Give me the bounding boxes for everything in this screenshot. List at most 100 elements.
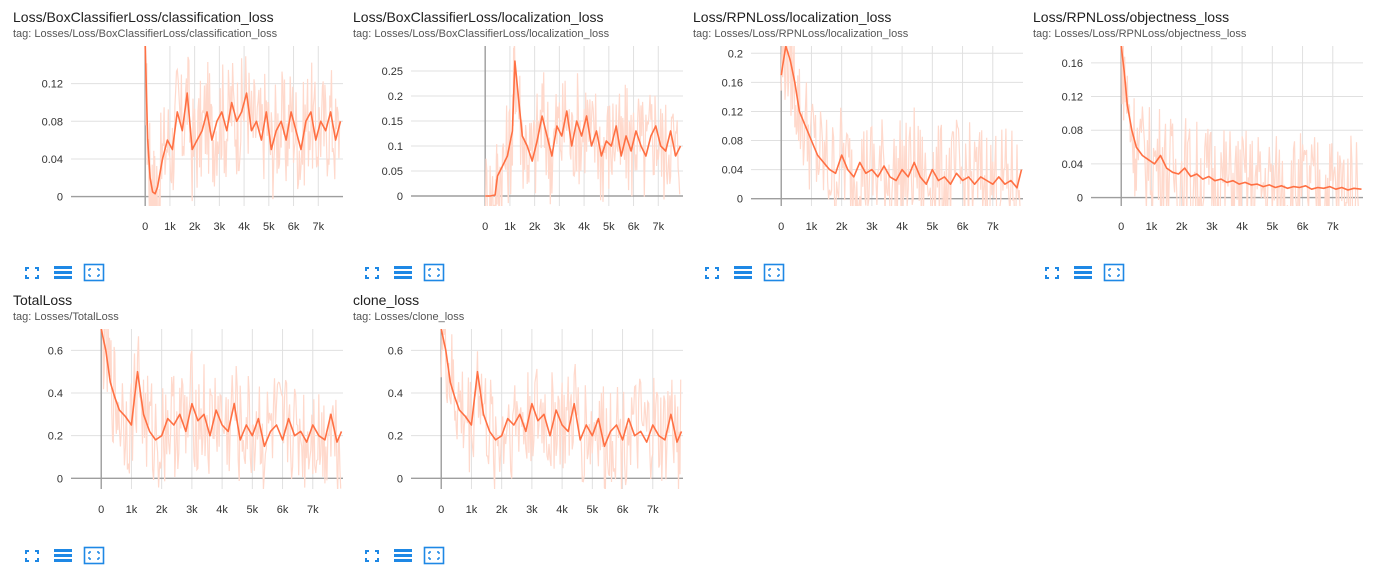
- y-tick-label: 0.04: [1062, 159, 1083, 171]
- y-tick-label: 0: [397, 473, 403, 485]
- x-tick-label: 5k: [587, 504, 599, 516]
- y-tick-label: 0.2: [48, 431, 63, 443]
- y-tick-label: 0.12: [1062, 92, 1083, 104]
- x-tick-label: 2k: [496, 504, 508, 516]
- fit-domain-icon[interactable]: [423, 546, 445, 566]
- y-tick-label: 0.6: [388, 345, 403, 357]
- fullscreen-icon[interactable]: [361, 263, 383, 283]
- chart-plot[interactable]: 0 0.05 0.1 0.15 0.2 0.25 0 1k 2k 3k 4k 5k 6k 7k: [353, 42, 688, 257]
- data-list-icon[interactable]: [52, 263, 74, 283]
- y-tick-label: 0.16: [722, 77, 743, 89]
- fit-domain-icon[interactable]: [423, 263, 445, 283]
- series-line: [780, 46, 1023, 189]
- x-tick-label: 1k: [504, 221, 516, 233]
- x-tick-label: 4k: [1236, 221, 1248, 233]
- x-tick-label: 2k: [189, 221, 201, 233]
- x-tick-label: 2k: [529, 221, 541, 233]
- fit-domain-icon[interactable]: [83, 546, 105, 566]
- x-tick-label: 4k: [556, 504, 568, 516]
- plot-area: [484, 46, 682, 206]
- chart-title: clone_loss: [353, 292, 420, 308]
- x-tick-label: 7k: [652, 221, 664, 233]
- raw-series-line: [145, 46, 341, 206]
- x-tick-label: 6k: [1297, 221, 1309, 233]
- fit-domain-icon[interactable]: [83, 263, 105, 283]
- x-tick-label: 1k: [806, 221, 818, 233]
- data-list-icon[interactable]: [1072, 263, 1094, 283]
- y-tick-label: 0.16: [1062, 58, 1083, 70]
- x-tick-label: 1k: [1146, 221, 1158, 233]
- chart-tag: tag: Losses/Loss/BoxClassifierLoss/class…: [13, 28, 278, 40]
- fullscreen-icon[interactable]: [701, 263, 723, 283]
- chart-card: clone_loss tag: Losses/clone_loss 0 0.2 0.…: [353, 291, 688, 569]
- x-tick-label: 4k: [216, 504, 228, 516]
- y-tick-label: 0.1: [388, 141, 403, 153]
- x-tick-label: 0: [142, 221, 148, 233]
- y-tick-label: 0.08: [1062, 125, 1083, 137]
- chart-plot[interactable]: 0 0.04 0.08 0.12 0 1k 2k 3k 4k 5k 6k 7k: [13, 42, 348, 257]
- x-tick-label: 4k: [896, 221, 908, 233]
- fullscreen-icon[interactable]: [361, 546, 383, 566]
- data-list-icon[interactable]: [392, 263, 414, 283]
- y-tick-label: 0: [397, 191, 403, 203]
- y-tick-label: 0.05: [382, 166, 403, 178]
- chart-plot[interactable]: 0 0.2 0.4 0.6 0 1k 2k 3k 4k 5k 6k 7k: [353, 325, 688, 540]
- x-tick-label: 0: [482, 221, 488, 233]
- fullscreen-icon[interactable]: [21, 263, 43, 283]
- y-tick-label: 0: [57, 473, 63, 485]
- y-tick-label: 0.25: [382, 66, 403, 78]
- series-line: [440, 329, 683, 448]
- fullscreen-icon[interactable]: [1041, 263, 1063, 283]
- data-list-icon[interactable]: [52, 546, 74, 566]
- chart-title: TotalLoss: [13, 292, 73, 308]
- y-tick-label: 0.08: [722, 136, 743, 148]
- x-tick-label: 6k: [957, 221, 969, 233]
- chart-tag: tag: Losses/Loss/BoxClassifierLoss/local…: [353, 28, 610, 40]
- x-tick-label: 4k: [238, 221, 250, 233]
- chart-title: Loss/RPNLoss/objectness_loss: [1033, 9, 1230, 25]
- x-tick-label: 0: [98, 504, 104, 516]
- x-tick-label: 6k: [277, 504, 289, 516]
- chart-plot[interactable]: 0 0.2 0.4 0.6 0 1k 2k 3k 4k 5k 6k 7k: [13, 325, 348, 540]
- y-tick-label: 0.2: [388, 91, 403, 103]
- x-tick-label: 0: [778, 221, 784, 233]
- data-list-icon[interactable]: [392, 546, 414, 566]
- y-tick-label: 0.4: [388, 388, 403, 400]
- fit-domain-icon[interactable]: [763, 263, 785, 283]
- y-tick-label: 0: [1077, 193, 1083, 205]
- raw-series-line: [440, 329, 682, 489]
- x-tick-label: 7k: [1327, 221, 1339, 233]
- plot-area: [1120, 46, 1362, 206]
- chart-title: Loss/RPNLoss/localization_loss: [693, 9, 892, 25]
- x-tick-label: 7k: [312, 221, 324, 233]
- x-tick-label: 2k: [156, 504, 168, 516]
- data-list-icon[interactable]: [732, 263, 754, 283]
- chart-tag: tag: Losses/Loss/RPNLoss/objectness_loss: [1033, 28, 1247, 40]
- chart-plot[interactable]: 0 0.04 0.08 0.12 0.16 0.2 0 1k 2k 3k 4k 5k 6k 7k: [693, 42, 1028, 257]
- fullscreen-icon[interactable]: [21, 546, 43, 566]
- y-tick-label: 0.04: [722, 165, 743, 177]
- chart-tag: tag: Losses/TotalLoss: [13, 311, 119, 323]
- x-tick-label: 5k: [247, 504, 259, 516]
- y-tick-label: 0.12: [42, 79, 63, 91]
- x-tick-label: 5k: [1267, 221, 1279, 233]
- chart-card: TotalLoss tag: Losses/TotalLoss 0 0.2 0.4 0…: [13, 291, 348, 569]
- x-tick-label: 3k: [214, 221, 226, 233]
- chart-card: Loss/BoxClassifierLoss/localization_loss…: [353, 8, 688, 286]
- series-line: [144, 46, 342, 195]
- chart-plot[interactable]: 0 0.04 0.08 0.12 0.16 0 1k 2k 3k 4k 5k 6k 7k: [1033, 42, 1368, 257]
- y-tick-label: 0.12: [722, 106, 743, 118]
- chart-title: Loss/BoxClassifierLoss/localization_loss: [353, 9, 604, 25]
- plot-area: [780, 46, 1023, 206]
- x-tick-label: 1k: [126, 504, 138, 516]
- y-tick-label: 0.6: [48, 345, 63, 357]
- x-tick-label: 6k: [288, 221, 300, 233]
- x-tick-label: 3k: [526, 504, 538, 516]
- x-tick-label: 6k: [617, 504, 629, 516]
- y-tick-label: 0: [57, 192, 63, 204]
- chart-tag: tag: Losses/Loss/RPNLoss/localization_lo…: [693, 28, 909, 40]
- fit-domain-icon[interactable]: [1103, 263, 1125, 283]
- x-tick-label: 6k: [628, 221, 640, 233]
- x-tick-label: 1k: [164, 221, 176, 233]
- chart-card: Loss/BoxClassifierLoss/classification_lo…: [13, 8, 348, 286]
